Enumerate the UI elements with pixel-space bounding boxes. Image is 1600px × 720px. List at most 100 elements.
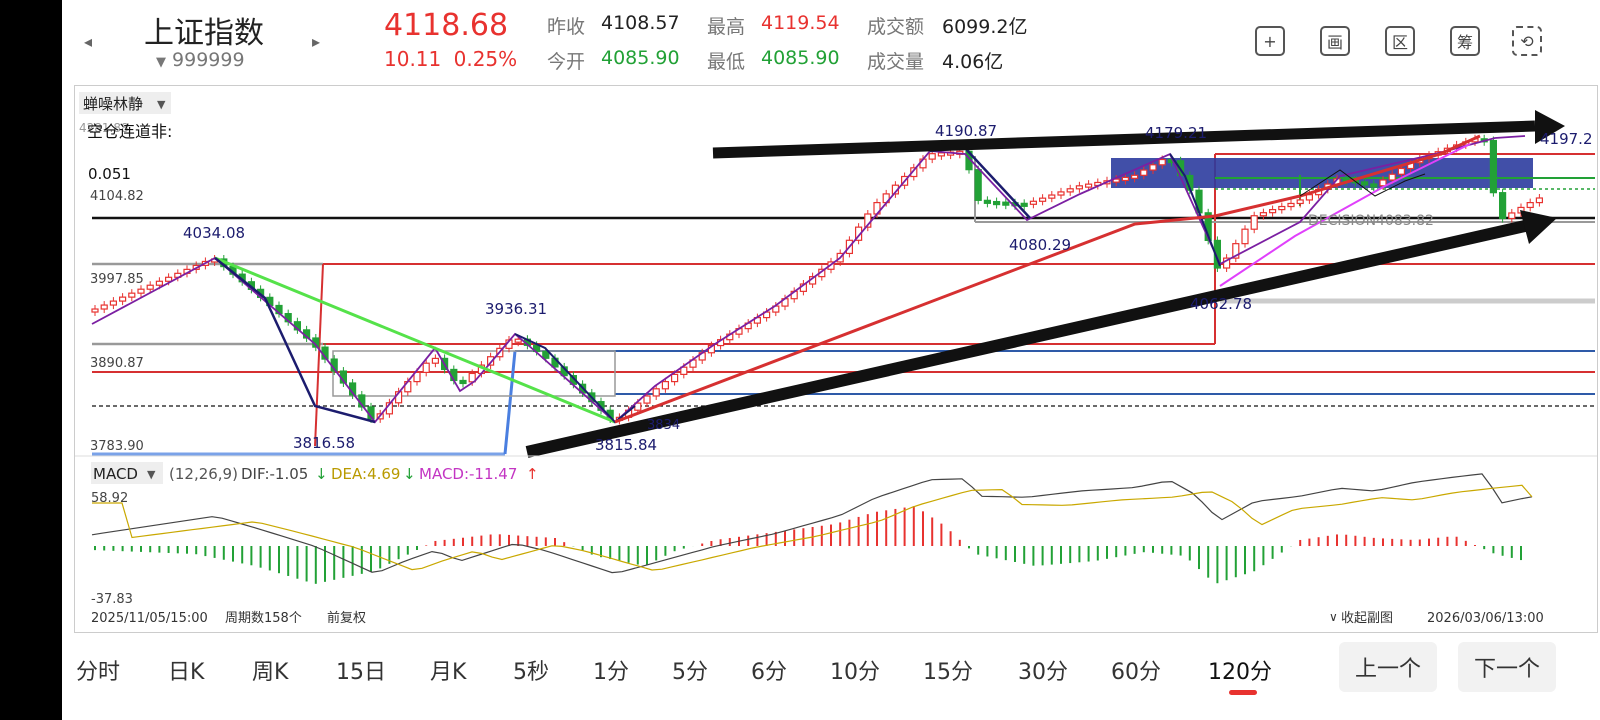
red-uptrend-line xyxy=(614,134,1481,424)
candle xyxy=(652,388,660,397)
candle xyxy=(422,362,430,374)
candle xyxy=(1140,169,1148,176)
axis-label-4104: 4104.82 xyxy=(90,189,144,204)
stock-title: 上证指数 xyxy=(144,16,264,51)
macd-ymax: 58.92 xyxy=(91,491,128,506)
decision-text: DECISION4083.82 xyxy=(1308,213,1434,229)
axis-label-3890: 3890.87 xyxy=(90,356,144,371)
candle xyxy=(1002,201,1010,206)
trough-label-3834: 3834 xyxy=(647,418,680,433)
candle xyxy=(109,300,118,306)
candle xyxy=(1158,158,1166,166)
candle xyxy=(1397,167,1406,175)
tf-1min[interactable]: 1分 xyxy=(593,660,629,685)
add-icon[interactable]: + xyxy=(1255,26,1285,56)
candle xyxy=(1112,178,1120,183)
dea-line xyxy=(92,484,1533,571)
value-0051: 0.051 xyxy=(88,165,131,183)
next-button[interactable]: 下一个 xyxy=(1458,642,1556,692)
blue-step-line xyxy=(503,350,517,455)
candle xyxy=(155,280,164,286)
tf-6min[interactable]: 6分 xyxy=(751,660,787,685)
peak-label-4197: 4197.2 xyxy=(1540,130,1593,148)
candle xyxy=(1526,201,1534,209)
tf-60min[interactable]: 60分 xyxy=(1111,660,1161,685)
candle xyxy=(983,199,992,204)
indicator-selector-bg xyxy=(79,92,171,114)
candle xyxy=(1084,183,1093,188)
candle xyxy=(118,296,127,302)
axis-label-3783: 3783.90 xyxy=(90,439,144,454)
upper-arrow-head-icon xyxy=(1535,110,1565,144)
collapse-subchart-button: 收起副图 xyxy=(1341,611,1393,626)
candle xyxy=(1121,176,1130,182)
high-label: 最高 xyxy=(707,16,746,38)
open-label: 今开 xyxy=(547,51,586,73)
tf-weekly[interactable]: 周K xyxy=(252,660,289,685)
candle xyxy=(128,292,136,298)
candle xyxy=(542,350,550,359)
tf-10min[interactable]: 10分 xyxy=(830,660,880,685)
candle xyxy=(661,381,670,390)
stock-code[interactable]: ▼ 999999 xyxy=(156,49,245,71)
macd-dif: DIF:-1.05 xyxy=(241,465,308,483)
next-stock-arrow-icon[interactable]: ▸ xyxy=(312,32,321,51)
zigzag-line-far-right xyxy=(1169,153,1221,267)
tf-120min-active[interactable]: 120分 xyxy=(1208,660,1272,685)
app-window: ◂ ▸ 上证指数 ▼ 999999 4118.68 10.11 0.25% 昨收… xyxy=(62,0,1600,720)
code-dropdown-icon: ▼ xyxy=(156,55,166,70)
candle xyxy=(413,371,421,383)
kline-chart[interactable]: 蝉噪林静 ▼ 4281.88 空仓连道非: 0.051 4104.82 3997… xyxy=(75,86,1597,632)
rotate-screen-icon[interactable]: ⟲ xyxy=(1512,26,1542,56)
low-label: 最低 xyxy=(707,51,746,73)
candle xyxy=(1379,179,1387,187)
candle xyxy=(1048,194,1056,199)
trough-label-3816: 3816.58 xyxy=(293,434,355,452)
tf-monthly[interactable]: 月K xyxy=(430,660,467,685)
chips-icon[interactable]: 筹 xyxy=(1450,26,1480,56)
candle xyxy=(1241,228,1249,245)
candle xyxy=(1489,139,1498,194)
candle xyxy=(514,338,522,343)
adjust-mode: 前复权 xyxy=(327,610,366,626)
macd-value-arrow: ↑ xyxy=(526,465,539,483)
candle xyxy=(431,357,439,364)
red-spike-line xyxy=(314,263,324,447)
tf-15min[interactable]: 15分 xyxy=(923,660,973,685)
draw-icon[interactable]: 画 xyxy=(1320,26,1350,56)
candle xyxy=(459,379,467,385)
candle xyxy=(1075,185,1084,190)
candle xyxy=(928,153,936,160)
prev-stock-arrow-icon[interactable]: ◂ xyxy=(84,32,93,51)
candle xyxy=(1038,197,1047,202)
macd-ymin: -37.83 xyxy=(91,592,133,607)
candle xyxy=(643,395,651,404)
candle xyxy=(1259,212,1268,217)
tf-fenshi[interactable]: 分时 xyxy=(76,660,121,685)
consolidation-box xyxy=(332,350,616,397)
candle xyxy=(1360,181,1369,186)
candle xyxy=(937,152,946,157)
prev-button[interactable]: 上一个 xyxy=(1339,642,1437,692)
candle xyxy=(1305,194,1314,201)
tf-daily[interactable]: 日K xyxy=(168,660,205,685)
tf-5min[interactable]: 5分 xyxy=(672,660,708,685)
macd-selector: MACD xyxy=(93,465,138,483)
prev-close-value: 4108.57 xyxy=(601,12,680,34)
candle xyxy=(91,308,99,313)
macd-dif-arrow: ↓ xyxy=(315,465,328,483)
indicator-selector: 蝉噪林静 xyxy=(83,95,143,113)
chart-container[interactable]: 蝉噪林静 ▼ 4281.88 空仓连道非: 0.051 4104.82 3997… xyxy=(74,85,1598,633)
volume-label: 成交量 xyxy=(867,51,925,73)
candle xyxy=(670,373,679,383)
range-icon[interactable]: 区 xyxy=(1385,26,1415,56)
candle xyxy=(1498,192,1507,220)
tf-15day[interactable]: 15日 xyxy=(336,660,386,685)
dif-line xyxy=(91,473,1533,574)
candle xyxy=(974,169,982,201)
tf-5sec[interactable]: 5秒 xyxy=(513,660,549,685)
candle xyxy=(137,288,145,294)
green-downtrend-line xyxy=(214,256,616,424)
change-percent: 0.25% xyxy=(453,47,518,71)
tf-30min[interactable]: 30分 xyxy=(1018,660,1068,685)
